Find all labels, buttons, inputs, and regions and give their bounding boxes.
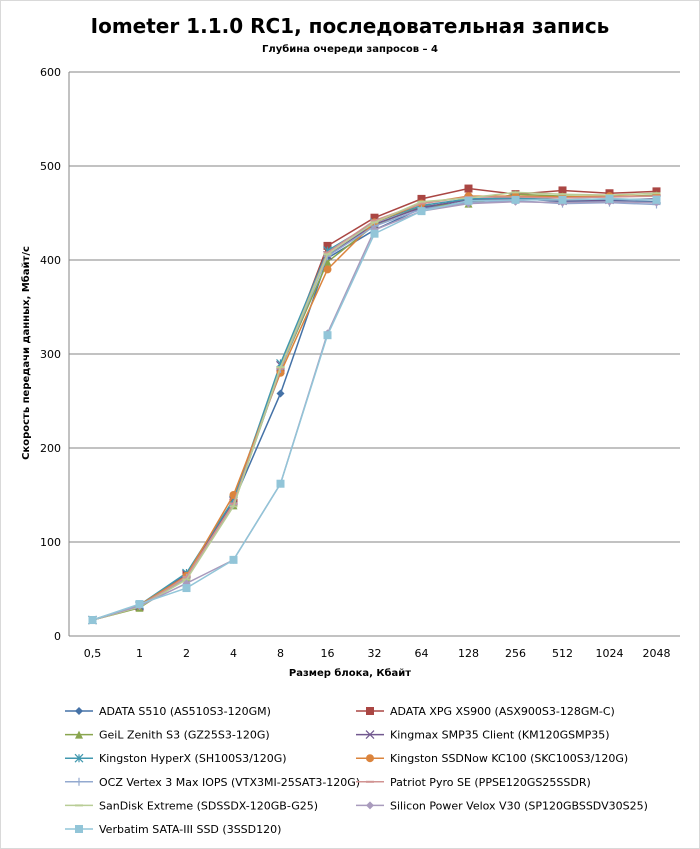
- y-tick-label: 400: [40, 254, 61, 267]
- y-tick-label: 600: [40, 66, 61, 79]
- x-tick-label: 2048: [643, 647, 671, 660]
- series-kingston-hyperx: [88, 193, 661, 625]
- legend-entry: Kingmax SMP35 Client (KM120GSMP35): [356, 729, 610, 742]
- legend-label: Verbatim SATA-III SSD (3SSD120): [99, 823, 281, 836]
- legend-marker: [366, 707, 374, 715]
- series-line: [92, 197, 657, 621]
- data-point: [88, 616, 97, 625]
- data-point: [276, 389, 285, 398]
- legend-marker: [75, 825, 83, 833]
- series-silicon-power-velox-v30: [88, 197, 661, 625]
- legend-label: Kingston HyperX (SH100S3/120G): [99, 752, 287, 765]
- data-point: [370, 229, 379, 238]
- legend-marker: [75, 777, 83, 786]
- legend-label: SanDisk Extreme (SDSSDX-120GB-G25): [99, 799, 318, 812]
- data-point: [511, 195, 520, 204]
- legend-entry: GeiL Zenith S3 (GZ25S3-120G): [65, 729, 270, 742]
- legend-entry: Verbatim SATA-III SSD (3SSD120): [65, 823, 281, 836]
- series-line: [92, 187, 657, 621]
- legend-marker: [365, 730, 375, 740]
- y-tick-label: 300: [40, 348, 61, 361]
- series-line: [92, 197, 657, 621]
- data-point: [417, 194, 426, 203]
- data-point: [605, 194, 614, 203]
- data-point: [464, 196, 473, 205]
- series-line: [92, 191, 657, 621]
- legend-label: GeiL Zenith S3 (GZ25S3-120G): [99, 729, 270, 742]
- legend-label: Kingmax SMP35 Client (KM120GSMP35): [390, 729, 610, 742]
- legend-entry: Patriot Pyro SE (PPSE120GS25SSDR): [356, 776, 591, 789]
- legend-entry: Silicon Power Velox V30 (SP120GBSSDV30S2…: [356, 799, 648, 812]
- legend-entry: Kingston SSDNow KC100 (SKC100S3/120G): [356, 752, 628, 765]
- x-tick-label: 1: [136, 647, 143, 660]
- legend-entry: SanDisk Extreme (SDSSDX-120GB-G25): [65, 799, 318, 812]
- y-tick-label: 0: [54, 630, 61, 643]
- x-tick-label: 1024: [596, 647, 624, 660]
- legend-entry: OCZ Vertex 3 Max IOPS (VTX3MI-25SAT3-120…: [65, 776, 360, 789]
- series-line: [92, 198, 657, 621]
- data-point: [370, 213, 379, 222]
- series-geil-zenith-s3: [88, 190, 661, 625]
- legend-marker: [75, 707, 83, 715]
- x-axis-label: Размер блока, Кбайт: [289, 667, 411, 679]
- series-kingmax-smp35-client: [88, 194, 661, 625]
- legend-entry: Kingston HyperX (SH100S3/120G): [65, 752, 287, 765]
- series-ocz-vertex-3-max-iops: [88, 196, 661, 625]
- data-point: [276, 479, 285, 488]
- series-line: [92, 193, 657, 621]
- legend-label: ADATA S510 (AS510S3-120GM): [99, 705, 271, 718]
- data-point: [558, 195, 567, 204]
- series-line: [92, 200, 657, 621]
- data-point: [323, 241, 332, 250]
- data-point: [135, 600, 144, 609]
- legend-label: Silicon Power Velox V30 (SP120GBSSDV30S2…: [390, 799, 648, 812]
- x-tick-label: 2: [183, 647, 190, 660]
- legend-marker: [366, 754, 374, 763]
- y-tick-label: 100: [40, 536, 61, 549]
- x-tick-label: 256: [505, 647, 526, 660]
- series-adata-xpg-xs900: [88, 184, 661, 625]
- series-sandisk-extreme: [88, 191, 661, 622]
- series-adata-s510: [88, 193, 661, 625]
- legend-label: Patriot Pyro SE (PPSE120GS25SSDR): [390, 776, 591, 789]
- y-axis-label: Скорость передачи данных, Мбайт/с: [20, 246, 32, 460]
- data-point: [652, 195, 661, 204]
- series-line: [92, 200, 657, 621]
- legend-label: OCZ Vertex 3 Max IOPS (VTX3MI-25SAT3-120…: [99, 776, 360, 789]
- x-tick-label: 8: [277, 647, 284, 660]
- legend-label: Kingston SSDNow KC100 (SKC100S3/120G): [390, 752, 628, 765]
- y-tick-label: 500: [40, 160, 61, 173]
- x-tick-label: 512: [552, 647, 573, 660]
- legend-marker: [75, 730, 83, 739]
- data-point: [558, 186, 567, 195]
- data-point: [323, 257, 332, 266]
- legend-entry: ADATA XPG XS900 (ASX900S3-128GM-C): [356, 705, 615, 718]
- x-tick-label: 4: [230, 647, 237, 660]
- x-tick-label: 64: [415, 647, 429, 660]
- legend-marker: [74, 753, 84, 763]
- x-tick-label: 0,5: [84, 647, 102, 660]
- x-tick-label: 32: [368, 647, 382, 660]
- series-verbatim-sata-iii-ssd: [88, 194, 661, 625]
- legend-label: ADATA XPG XS900 (ASX900S3-128GM-C): [390, 705, 615, 718]
- chart-title: Iometer 1.1.0 RC1, последовательная запи…: [91, 14, 610, 38]
- data-point: [464, 184, 473, 193]
- data-point: [182, 584, 191, 593]
- series-line: [92, 198, 657, 621]
- data-point: [229, 555, 238, 564]
- x-tick-label: 128: [458, 647, 479, 660]
- legend-marker: [366, 801, 374, 810]
- chart-subtitle: Глубина очереди запросов – 4: [262, 43, 438, 55]
- data-point: [323, 265, 332, 274]
- data-point: [323, 331, 332, 340]
- legend-entry: ADATA S510 (AS510S3-120GM): [65, 705, 271, 718]
- y-tick-label: 200: [40, 442, 61, 455]
- data-point: [417, 207, 426, 216]
- x-tick-label: 16: [321, 647, 335, 660]
- series-kingston-ssdnow-kc100: [88, 192, 661, 625]
